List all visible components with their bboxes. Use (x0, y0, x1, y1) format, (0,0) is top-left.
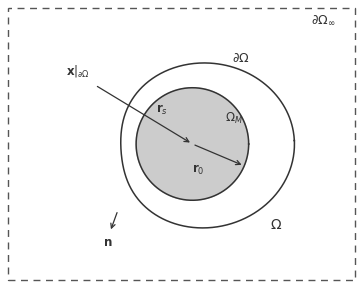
Text: $\mathbf{r}_s$: $\mathbf{r}_s$ (156, 103, 168, 117)
Text: $\partial\Omega_\infty$: $\partial\Omega_\infty$ (311, 14, 335, 27)
Text: $\mathbf{r}_0$: $\mathbf{r}_0$ (192, 163, 205, 177)
Text: $\mathbf{x}|_{\partial\Omega}$: $\mathbf{x}|_{\partial\Omega}$ (66, 63, 90, 79)
Text: $\mathbf{n}$: $\mathbf{n}$ (103, 236, 113, 249)
Text: $\partial\Omega$: $\partial\Omega$ (232, 52, 250, 65)
Text: $\Omega_M$: $\Omega_M$ (225, 111, 243, 126)
Polygon shape (136, 88, 249, 200)
Text: $\Omega$: $\Omega$ (270, 218, 282, 232)
